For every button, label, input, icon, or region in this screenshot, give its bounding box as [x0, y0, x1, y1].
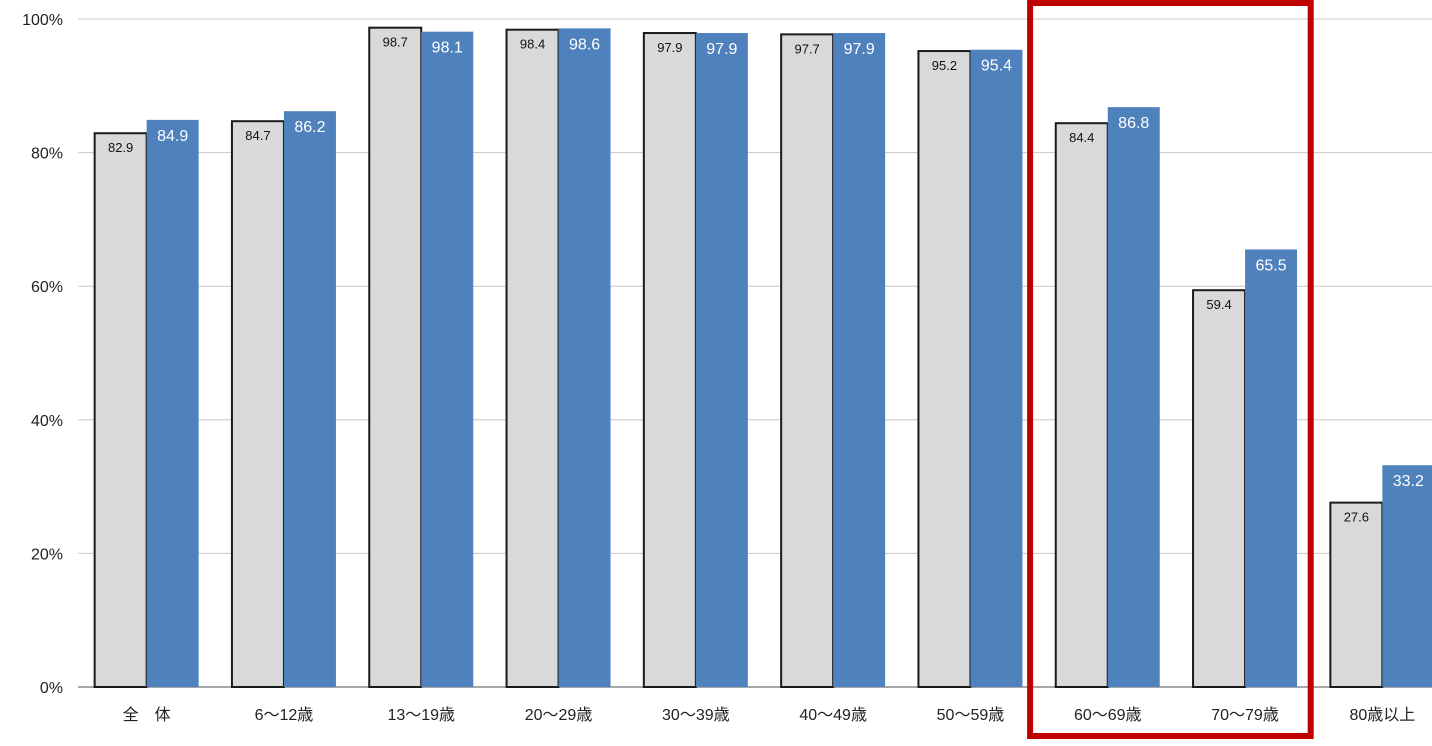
x-category-label: 60〜69歳: [1074, 706, 1142, 724]
data-label-series-b: 86.8: [1118, 115, 1149, 132]
x-category-label: 20〜29歳: [525, 706, 593, 724]
x-category-label: 13〜19歳: [387, 706, 455, 724]
data-label-series-a: 59.4: [1206, 297, 1231, 312]
data-label-series-b: 65.5: [1255, 257, 1286, 274]
y-tick-label: 20%: [31, 546, 63, 563]
data-label-series-a: 97.7: [794, 41, 819, 56]
data-label-series-a: 84.7: [245, 128, 270, 143]
x-category-label: 80歳以上: [1349, 706, 1415, 724]
bar-series-b: [146, 119, 199, 688]
x-category-label: 50〜59歳: [937, 706, 1005, 724]
bar-series-a: [1329, 501, 1384, 688]
y-tick-label: 40%: [31, 413, 63, 430]
data-label-series-b: 98.1: [432, 40, 463, 57]
data-label-series-b: 95.4: [981, 58, 1012, 75]
data-label-series-b: 86.2: [294, 119, 325, 136]
bar-series-b: [695, 33, 748, 687]
y-tick-label: 100%: [22, 12, 63, 29]
data-label-series-a: 97.9: [657, 40, 682, 55]
bar-series-a: [93, 132, 148, 688]
x-category-label: 全 体: [123, 706, 171, 724]
bar-series-b: [1245, 249, 1298, 687]
bar-series-a: [780, 33, 835, 688]
data-label-series-a: 98.4: [520, 37, 545, 52]
data-label-series-b: 97.9: [844, 41, 875, 58]
bar-series-a: [230, 120, 285, 689]
data-label-series-a: 27.6: [1344, 510, 1369, 525]
bar-series-a: [917, 50, 972, 688]
y-tick-label: 60%: [31, 279, 63, 296]
y-tick-label: 0%: [40, 680, 63, 697]
bar-series-a: [368, 26, 423, 688]
bar-series-b: [558, 28, 611, 688]
data-label-series-a: 98.7: [383, 35, 408, 50]
bar-series-a: [1192, 289, 1247, 688]
data-label-series-b: 84.9: [157, 128, 188, 145]
x-category-label: 6〜12歳: [255, 706, 314, 724]
highlight-box: [1027, 0, 1314, 739]
x-category-label: 30〜39歳: [662, 706, 730, 724]
data-label-series-a: 82.9: [108, 140, 133, 155]
bar-series-b: [833, 33, 886, 687]
bar-series-b: [283, 111, 336, 687]
data-label-series-a: 84.4: [1069, 130, 1094, 145]
bar-series-a: [1054, 122, 1109, 688]
bar-series-b: [1107, 107, 1160, 687]
data-label-series-b: 97.9: [706, 41, 737, 58]
bar-series-b: [970, 49, 1023, 687]
data-label-series-b: 98.6: [569, 36, 600, 53]
bar-series-b: [1382, 465, 1432, 687]
x-category-label: 70〜79歳: [1211, 706, 1279, 724]
bar-series-b: [421, 31, 474, 687]
y-tick-label: 80%: [31, 146, 63, 163]
x-category-label: 40〜49歳: [799, 706, 867, 724]
data-label-series-b: 33.2: [1393, 473, 1424, 490]
data-label-series-a: 95.2: [932, 58, 957, 73]
bar-series-a: [505, 28, 560, 689]
bar-series-a: [642, 32, 697, 688]
